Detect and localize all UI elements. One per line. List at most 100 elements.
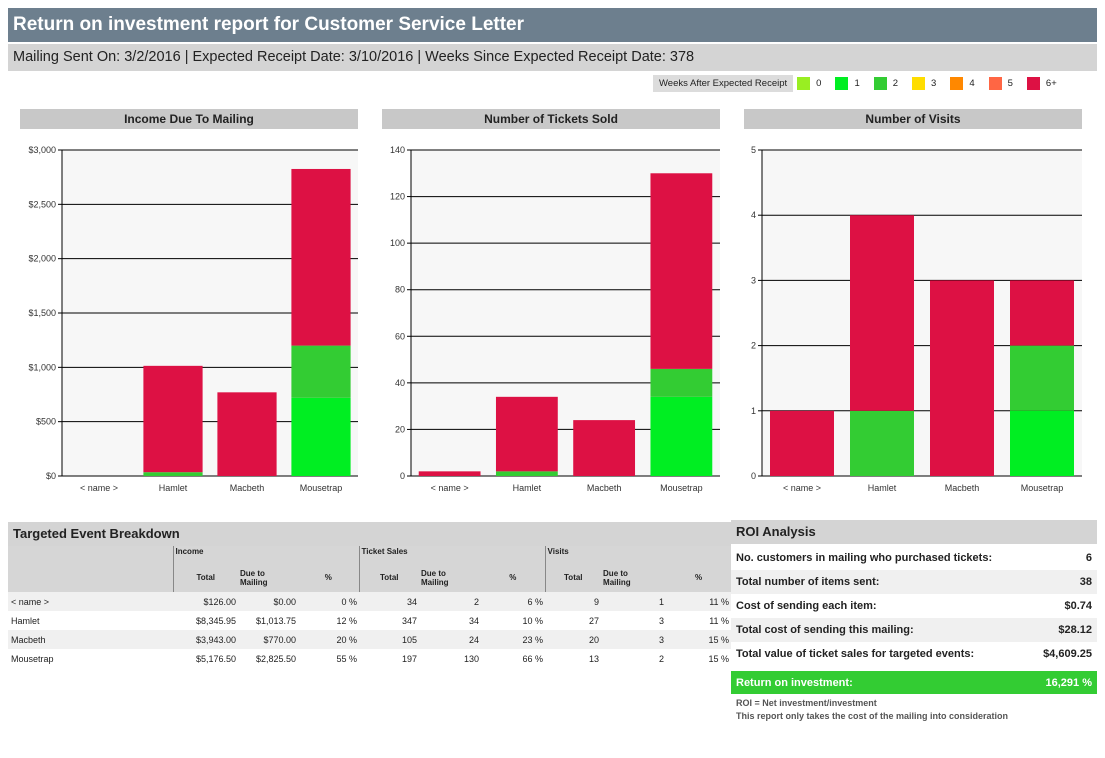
cell: 105 xyxy=(359,630,420,649)
bar-segment xyxy=(291,397,351,476)
x-tick-label: Mousetrap xyxy=(300,483,343,493)
cell: $770.00 xyxy=(238,630,298,649)
roi-result: Return on investment: 16,291 % xyxy=(731,671,1097,694)
y-tick-label: 3 xyxy=(751,275,756,285)
bar-segment xyxy=(291,168,351,346)
y-tick-label: 0 xyxy=(400,471,405,481)
roi-row: No. customers in mailing who purchased t… xyxy=(731,546,1097,570)
breakdown-title: Targeted Event Breakdown xyxy=(8,522,731,546)
x-tick-label: < name > xyxy=(80,483,118,493)
legend-label: 0 xyxy=(816,77,822,89)
group-tickets: Ticket Sales xyxy=(358,546,546,563)
cell: 2 xyxy=(659,653,665,664)
bar-segment xyxy=(650,173,713,369)
y-tick-label: 60 xyxy=(395,331,405,341)
bar-segment xyxy=(143,365,203,473)
y-tick-label: 120 xyxy=(390,192,405,202)
cell: 197 xyxy=(401,653,418,664)
roi-label: Total value of ticket sales for targeted… xyxy=(736,648,975,660)
cell: 0 % xyxy=(298,592,360,611)
roi-value: $28.12 xyxy=(1058,624,1092,636)
bar-segment xyxy=(291,345,351,398)
y-tick-label: 40 xyxy=(395,378,405,388)
x-tick-label: Macbeth xyxy=(230,483,265,493)
col-income-pct: % xyxy=(298,563,360,592)
bar-segment xyxy=(217,392,277,476)
row-name: Hamlet xyxy=(11,615,40,626)
bar-segment xyxy=(650,368,713,397)
legend-item: 4 xyxy=(950,76,975,90)
x-tick-label: Macbeth xyxy=(587,483,622,493)
cell: 347 xyxy=(401,615,418,626)
x-tick-label: Mousetrap xyxy=(660,483,703,493)
legend-item: 3 xyxy=(912,76,936,90)
cell: $1,013.75 xyxy=(255,615,296,626)
col-income-due: Due to Mailing xyxy=(238,563,298,592)
roi-value: $0.74 xyxy=(1064,600,1092,612)
table-row: Hamlet $8,345.95 $1,013.75 12 % 347 34 1… xyxy=(8,611,731,630)
row-name: Macbeth xyxy=(8,630,173,649)
roi-label: Total cost of sending this mailing: xyxy=(736,624,914,636)
cell: 34 xyxy=(359,592,420,611)
col-visits-due: Due to Mailing xyxy=(601,563,667,592)
x-tick-label: Hamlet xyxy=(159,483,188,493)
bar-segment xyxy=(650,396,713,476)
legend-item: 1 xyxy=(835,76,860,90)
legend-item: 6+ xyxy=(1026,76,1057,90)
cell: 130 xyxy=(463,653,480,664)
y-tick-label: 80 xyxy=(395,285,405,295)
y-tick-label: 20 xyxy=(395,424,405,434)
col-income-total: Total xyxy=(172,563,238,592)
col-tickets-due: Due to Mailing xyxy=(419,563,482,592)
cell: $126.00 xyxy=(173,592,238,611)
cell: $5,176.50 xyxy=(195,653,236,664)
cell: $0.00 xyxy=(238,592,298,611)
y-tick-label: 140 xyxy=(390,145,405,155)
bar-segment xyxy=(495,471,558,476)
roi-value: 6 xyxy=(1085,552,1092,564)
table-row: < name > $126.00 $0.00 0 % 34 2 6 % 9 1 … xyxy=(8,592,732,611)
cell: 3 xyxy=(601,630,667,649)
legend-item: 0 xyxy=(797,76,822,90)
legend-label: 2 xyxy=(892,77,899,89)
legend-swatch xyxy=(873,76,887,90)
group-income: Income xyxy=(172,546,360,563)
legend-label: 4 xyxy=(969,77,975,89)
roi-label: Cost of sending each item: xyxy=(736,600,877,612)
cell: 1 xyxy=(601,592,667,611)
cell: 11 % xyxy=(709,615,730,626)
bar-segment xyxy=(850,215,914,411)
income-chart-title: Income Due To Mailing xyxy=(20,109,358,129)
roi-list: No. customers in mailing who purchased t… xyxy=(731,546,1097,666)
cell: 3 xyxy=(659,615,665,626)
bar-segment xyxy=(495,396,558,472)
cell: 66 % xyxy=(522,653,544,664)
x-tick-label: Mousetrap xyxy=(1021,483,1064,493)
cell: $2,825.50 xyxy=(255,653,296,664)
roi-label: Total number of items sent: xyxy=(736,576,880,588)
bar-segment xyxy=(573,420,636,476)
report-subtitle: Mailing Sent On: 3/2/2016 | Expected Rec… xyxy=(8,44,1097,71)
legend-label: 5 xyxy=(1007,77,1013,89)
roi-note-disclaimer: This report only takes the cost of the m… xyxy=(736,711,1009,721)
y-tick-label: $2,000 xyxy=(28,254,56,264)
cell: 11 % xyxy=(666,592,732,611)
legend-swatch xyxy=(1026,76,1040,90)
y-tick-label: $500 xyxy=(36,417,56,427)
cell: 23 % xyxy=(481,630,546,649)
bar-segment xyxy=(850,410,914,476)
cell: 13 xyxy=(589,653,600,664)
legend-swatch xyxy=(988,76,1002,90)
cell: $3,943.00 xyxy=(173,630,238,649)
cell: 55 % xyxy=(336,653,358,664)
legend-item: 2 xyxy=(873,76,899,90)
bar-segment xyxy=(1010,280,1074,346)
header-blank xyxy=(8,563,173,592)
y-tick-label: 2 xyxy=(751,341,756,351)
cell: $8,345.95 xyxy=(195,615,236,626)
col-visits-pct: % xyxy=(666,563,732,592)
cell: 20 % xyxy=(298,630,360,649)
cell: 12 % xyxy=(336,615,358,626)
legend-label: 1 xyxy=(854,77,860,89)
bar-segment xyxy=(143,472,203,476)
